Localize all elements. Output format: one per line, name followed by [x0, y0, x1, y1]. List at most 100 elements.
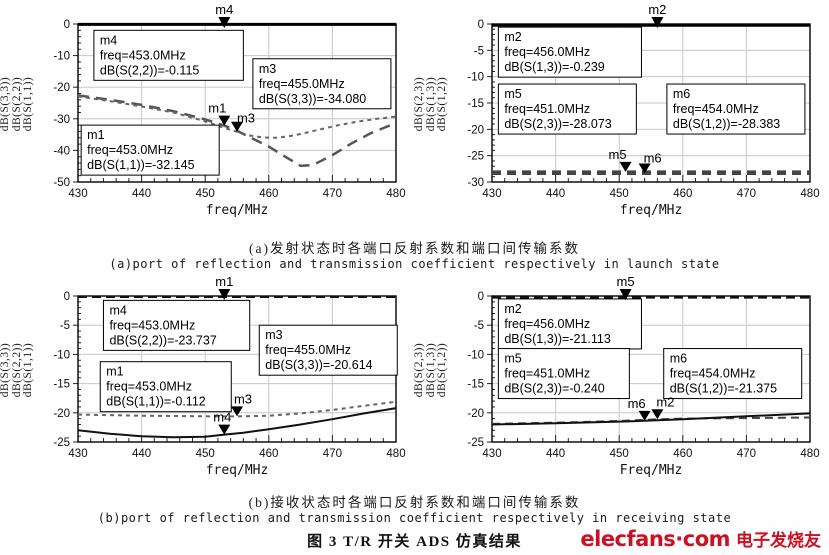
annotation-line: m5 [504, 87, 521, 101]
x-tick-label: 440 [132, 188, 151, 200]
watermark-suffix: 电子发烧友 [736, 531, 821, 550]
x-tick-label: 450 [196, 188, 215, 200]
x-tick-label: 470 [737, 448, 756, 460]
x-tick-label: 470 [737, 188, 756, 200]
y-tick-label: -5 [474, 45, 484, 57]
plot-launch-transmission: 430 440 450 460 470 480 0 -5 -10 -15 -20 -25 -30 freq… [467, 2, 819, 218]
annotation-box [258, 324, 398, 376]
annotation-line: dB(S(1,1))=-32.145 [87, 158, 194, 172]
y-tick-label: -20 [53, 408, 70, 420]
x-tick-label: 450 [196, 448, 215, 460]
x-tick-label: 430 [68, 448, 87, 460]
annotation-line: freq=451.0MHz [504, 367, 590, 381]
charts-row-receive: dB(S(3,3)) dB(S(2,2)) dB(S(1,1)) 430 440 4… [0, 274, 829, 491]
x-axis-title: freq/MHz [206, 203, 269, 218]
annotation-line: m6 [670, 352, 687, 366]
chart-launch-reflection: dB(S(3,3)) dB(S(2,2)) dB(S(1,1)) 430 440 4… [0, 0, 414, 236]
x-tick-label: 440 [546, 188, 565, 200]
series-dB(S(1,3)) [491, 416, 811, 425]
x-tick-label: 450 [610, 448, 629, 460]
marker-m4-icon [218, 17, 231, 28]
y-tick-label: -5 [474, 320, 484, 332]
annotation-line: dB(S(1,2))=-28.383 [673, 117, 780, 131]
annotation-line: dB(S(1,1))=-0.112 [106, 395, 206, 409]
marker-m2-label: m2 [648, 2, 666, 17]
annotation-line: dB(S(2,3))=-0.240 [504, 382, 604, 396]
annotation-box [99, 361, 232, 413]
annotation-line: m3 [259, 62, 276, 76]
annotation-line: m1 [87, 128, 104, 142]
annotation-line: m3 [265, 328, 282, 342]
annotation-line: dB(S(3,3))=-34.080 [259, 92, 366, 106]
watermark: elecfans·com 电子发烧友 [580, 526, 821, 551]
y-tick-label: -25 [467, 437, 484, 449]
x-tick-label: 460 [259, 188, 278, 200]
y-axis-label-line: dB(S(1,2)) [435, 342, 448, 398]
annotation-box [93, 29, 244, 81]
annotation-line: freq=454.0MHz [670, 367, 756, 381]
annotation-line: freq=453.0MHz [100, 48, 186, 62]
y-tick-label: -15 [467, 98, 484, 110]
annotation-box [252, 58, 392, 110]
annotation-line: dB(S(2,2))=-0.115 [100, 63, 200, 77]
plot-receive-transmission: 430 440 450 460 470 480 0 -5 -10 -15 -20 -25 Freq/MH… [467, 274, 819, 478]
caption-b-english: (b)port of reflection and transmission c… [97, 511, 732, 525]
annotation-line: dB(S(3,3))=-20.614 [265, 358, 372, 372]
x-axis-title: Freq/MHz [620, 463, 683, 478]
marker-m5-icon [619, 289, 632, 300]
caption-b-chinese: (b)接收状态时各端口反射系数和端口间传输系数 [248, 495, 581, 510]
y-tick-label: -10 [53, 51, 70, 63]
y-tick-label: -40 [53, 145, 70, 157]
plot-launch-reflection: 430 440 450 460 470 480 0 -10 -20 -30 -40 -50 freq/M… [53, 2, 405, 218]
caption-a-english: (a)port of reflection and transmission c… [109, 257, 720, 271]
y-axis-label: dB(S(2,3)) dB(S(1,3)) dB(S(1,2)) [413, 77, 449, 132]
watermark-brand-logo: elecfans·com [580, 527, 730, 551]
y-axis-label-line: dB(S(1,1)) [21, 76, 34, 132]
y-tick-label: -50 [53, 177, 70, 189]
figure-title: 图 3 T/R 开关 ADS 仿真结果 [307, 534, 522, 550]
x-tick-label: 460 [673, 188, 692, 200]
x-tick-label: 480 [386, 448, 405, 460]
x-tick-label: 480 [800, 188, 819, 200]
y-tick-label: -20 [467, 124, 484, 136]
marker-m1-icon [218, 289, 231, 300]
marker-m4-icon [218, 424, 231, 435]
marker-m2-label: m2 [656, 394, 674, 409]
annotation-box [666, 83, 806, 135]
marker-m6-icon [638, 163, 651, 174]
y-tick-label: -20 [467, 408, 484, 420]
x-tick-label: 430 [482, 188, 501, 200]
annotation-box [102, 299, 251, 351]
annotation-line: m2 [504, 302, 521, 316]
annotation-line: freq=456.0MHz [504, 317, 590, 331]
y-tick-label: -10 [467, 349, 484, 361]
chart-receive-transmission: dB(S(2,3)) dB(S(1,3)) dB(S(1,2)) 430 440 4… [413, 274, 828, 491]
y-tick-label: -30 [467, 177, 484, 189]
annotation-line: freq=455.0MHz [265, 343, 351, 357]
annotation-line: freq=454.0MHz [673, 102, 759, 116]
x-tick-label: 460 [673, 448, 692, 460]
x-tick-label: 480 [386, 188, 405, 200]
annotation-line: dB(S(2,2))=-23.737 [109, 333, 216, 347]
marker-m3-icon [231, 406, 243, 417]
y-axis-label-line: dB(S(3,3)) [0, 76, 11, 132]
annotation-line: m1 [106, 365, 123, 379]
y-axis-label: dB(S(3,3)) dB(S(2,2)) dB(S(1,1)) [0, 343, 34, 398]
plot-frame [491, 295, 811, 443]
annotation-line: dB(S(1,2))=-21.375 [670, 382, 777, 396]
marker-m3-label: m3 [237, 111, 255, 126]
marker-m2-icon [651, 17, 664, 28]
y-tick-label: -25 [53, 437, 70, 449]
y-tick-label: -15 [53, 379, 70, 391]
x-axis-title: freq/MHz [620, 203, 683, 218]
annotation-line: freq=455.0MHz [259, 77, 345, 91]
series-dB(S(1,2)) [491, 412, 811, 426]
y-axis-label: dB(S(3,3)) dB(S(2,2)) dB(S(1,1)) [0, 77, 34, 132]
